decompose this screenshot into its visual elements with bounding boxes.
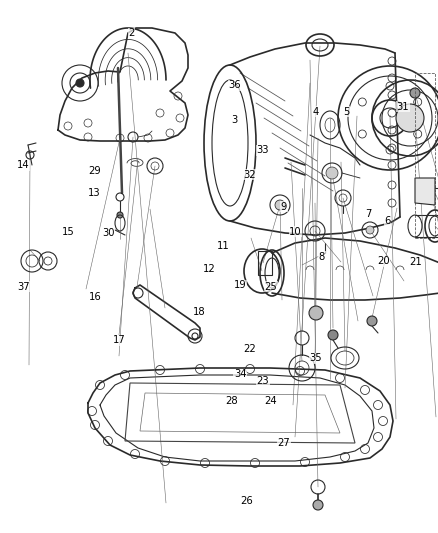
Text: 10: 10 bbox=[290, 227, 302, 237]
Text: 18: 18 bbox=[193, 307, 205, 317]
Circle shape bbox=[275, 200, 285, 210]
Circle shape bbox=[309, 306, 323, 320]
Text: 2: 2 bbox=[128, 28, 134, 38]
Text: 21: 21 bbox=[410, 257, 423, 267]
Circle shape bbox=[328, 330, 338, 340]
Polygon shape bbox=[415, 178, 435, 205]
Circle shape bbox=[366, 226, 374, 234]
Text: 9: 9 bbox=[281, 202, 287, 212]
Text: 19: 19 bbox=[233, 280, 247, 290]
Text: 8: 8 bbox=[319, 252, 325, 262]
Text: 12: 12 bbox=[203, 264, 216, 274]
Text: 35: 35 bbox=[309, 353, 321, 363]
Text: 25: 25 bbox=[264, 282, 277, 292]
Text: 6: 6 bbox=[384, 216, 390, 226]
Text: 29: 29 bbox=[88, 166, 101, 175]
Text: 24: 24 bbox=[265, 396, 277, 406]
Text: 11: 11 bbox=[217, 241, 230, 251]
Text: 3: 3 bbox=[231, 115, 237, 125]
Text: 31: 31 bbox=[397, 102, 409, 111]
Circle shape bbox=[396, 104, 424, 132]
Text: 16: 16 bbox=[89, 292, 102, 302]
Text: 27: 27 bbox=[277, 439, 290, 448]
Text: 5: 5 bbox=[343, 107, 349, 117]
Circle shape bbox=[326, 167, 338, 179]
Circle shape bbox=[117, 212, 123, 218]
Text: 15: 15 bbox=[61, 227, 74, 237]
Text: 23: 23 bbox=[257, 376, 269, 386]
Circle shape bbox=[410, 88, 420, 98]
Text: 28: 28 bbox=[225, 396, 237, 406]
Text: 34: 34 bbox=[234, 369, 246, 379]
Text: 7: 7 bbox=[365, 209, 371, 219]
Text: 32: 32 bbox=[244, 170, 256, 180]
Text: 13: 13 bbox=[88, 188, 100, 198]
Text: 33: 33 bbox=[257, 146, 269, 155]
Text: 20: 20 bbox=[377, 256, 389, 266]
Text: 36: 36 bbox=[228, 80, 240, 90]
Text: 22: 22 bbox=[243, 344, 256, 354]
Text: 4: 4 bbox=[312, 107, 318, 117]
Text: 17: 17 bbox=[113, 335, 126, 345]
Text: 26: 26 bbox=[240, 496, 253, 506]
Circle shape bbox=[367, 316, 377, 326]
Text: 30: 30 bbox=[102, 229, 115, 238]
Circle shape bbox=[313, 500, 323, 510]
Circle shape bbox=[76, 79, 84, 87]
Text: 14: 14 bbox=[17, 160, 29, 170]
Text: 37: 37 bbox=[18, 282, 30, 292]
